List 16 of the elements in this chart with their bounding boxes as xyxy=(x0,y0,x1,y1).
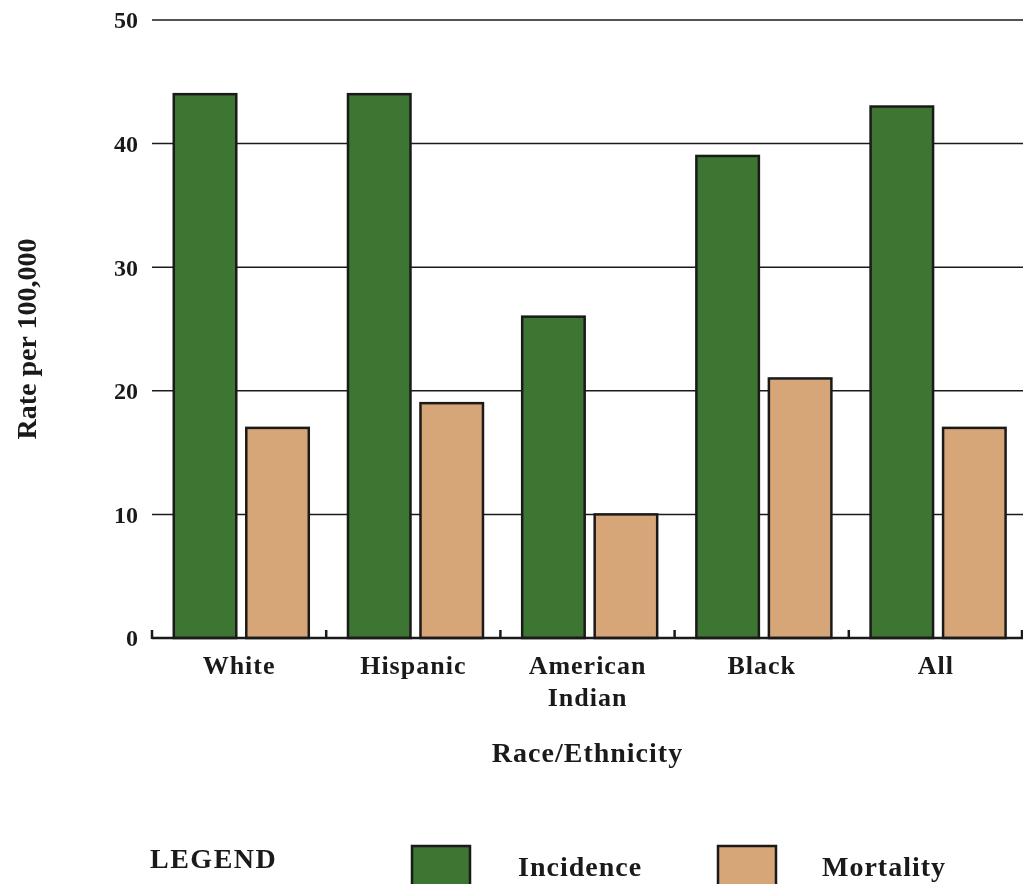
y-tick-label: 50 xyxy=(114,7,138,34)
y-tick-label: 30 xyxy=(114,254,138,281)
legend-title: LEGEND xyxy=(150,843,278,874)
y-tick-label: 10 xyxy=(114,501,138,528)
x-axis-title: Race/Ethnicity xyxy=(491,737,684,768)
x-tick-label: All xyxy=(917,651,955,680)
y-tick-label: 40 xyxy=(114,131,138,157)
y-tick-label: 20 xyxy=(114,378,138,405)
x-tick-label: Black xyxy=(727,651,796,680)
y-tick-label: 0 xyxy=(126,625,138,652)
legend-label: Incidence xyxy=(518,851,643,882)
x-tick-label: White xyxy=(202,651,276,680)
y-axis-title: Rate per 100,000 xyxy=(11,238,42,440)
x-tick-label: American Indian xyxy=(528,651,647,712)
legend-label: Mortality xyxy=(822,851,947,882)
x-tick-label: Hispanic xyxy=(360,651,467,680)
